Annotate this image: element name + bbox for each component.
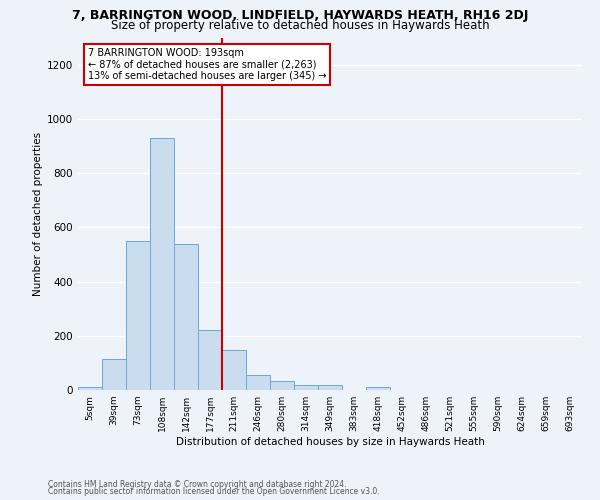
Bar (294, 384, 318, 390)
Bar (78, 388, 102, 390)
Text: Contains HM Land Registry data © Crown copyright and database right 2024.: Contains HM Land Registry data © Crown c… (48, 480, 347, 489)
Text: Contains public sector information licensed under the Open Government Licence v3: Contains public sector information licen… (48, 487, 380, 496)
Text: 7, BARRINGTON WOOD, LINDFIELD, HAYWARDS HEATH, RH16 2DJ: 7, BARRINGTON WOOD, LINDFIELD, HAYWARDS … (72, 9, 528, 22)
Bar (318, 384, 342, 390)
X-axis label: Distribution of detached houses by size in Haywards Heath: Distribution of detached houses by size … (176, 437, 484, 447)
Y-axis label: Number of detached properties: Number of detached properties (33, 132, 43, 296)
Bar (174, 244, 198, 390)
Bar (246, 375, 270, 390)
Bar (366, 388, 390, 390)
Bar (198, 330, 222, 390)
Bar (222, 350, 246, 390)
Text: 7 BARRINGTON WOOD: 193sqm
← 87% of detached houses are smaller (2,263)
13% of se: 7 BARRINGTON WOOD: 193sqm ← 87% of detac… (88, 48, 326, 82)
Bar (150, 138, 174, 390)
Text: Size of property relative to detached houses in Haywards Heath: Size of property relative to detached ho… (110, 19, 490, 32)
Bar (126, 242, 150, 390)
Bar (270, 381, 294, 390)
Bar (102, 359, 126, 390)
